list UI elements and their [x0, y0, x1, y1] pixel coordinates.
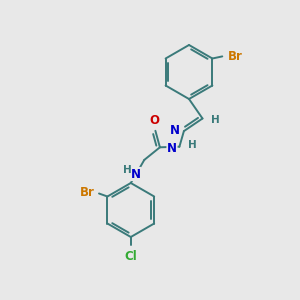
Text: H: H: [123, 165, 131, 175]
Text: Cl: Cl: [124, 250, 137, 263]
Text: N: N: [131, 167, 141, 181]
Text: N: N: [170, 124, 180, 137]
Text: H: H: [188, 140, 197, 150]
Text: Br: Br: [227, 50, 242, 63]
Text: O: O: [150, 114, 160, 127]
Text: Br: Br: [80, 186, 95, 199]
Text: H: H: [211, 115, 220, 125]
Text: N: N: [167, 142, 177, 155]
